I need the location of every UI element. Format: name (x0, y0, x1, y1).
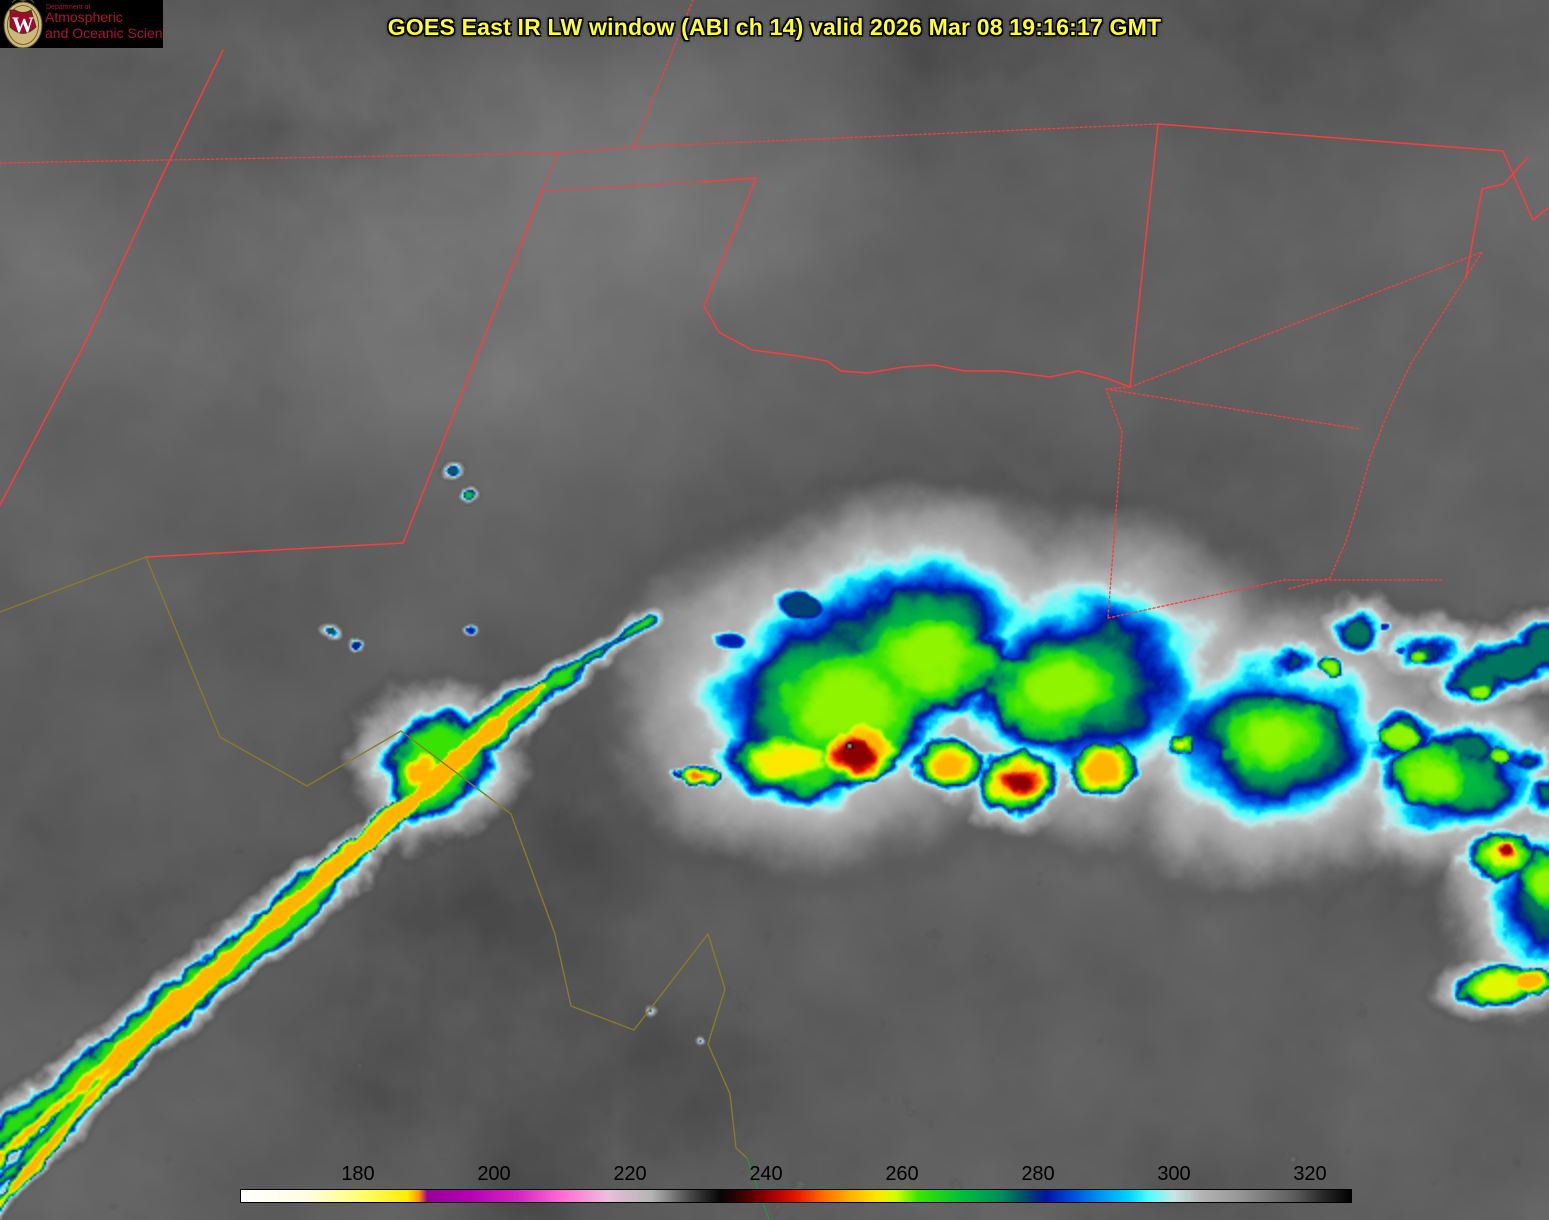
svg-text:W: W (12, 12, 34, 37)
